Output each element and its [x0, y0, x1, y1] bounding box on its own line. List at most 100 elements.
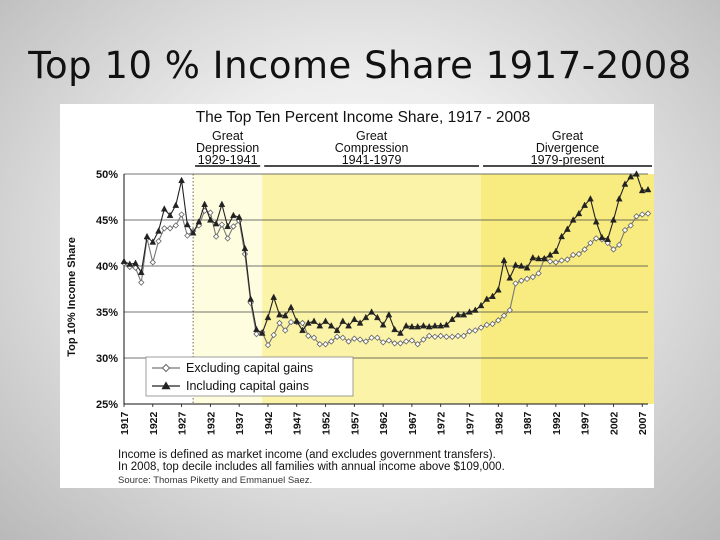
data-point-including-1939: [247, 295, 255, 302]
data-point-including-1957: [350, 315, 358, 322]
data-point-including-1928: [184, 220, 191, 228]
data-point-including-1976: [460, 311, 468, 318]
data-point-excluding-1965: [397, 340, 404, 347]
y-tick-label: 50%: [96, 169, 118, 181]
x-tick-label: 1982: [493, 411, 505, 435]
data-point-excluding-1950: [310, 334, 318, 341]
legend-label-including: Including capital gains: [186, 379, 309, 393]
data-point-excluding-1959: [362, 338, 370, 345]
data-point-excluding-1977: [466, 328, 473, 335]
y-tick-label: 40%: [96, 261, 118, 273]
data-point-including-1980: [483, 295, 491, 302]
data-point-including-1964: [391, 325, 398, 333]
data-point-excluding-1933: [212, 233, 220, 240]
x-tick-label: 1962: [378, 411, 390, 435]
data-point-excluding-2004: [621, 226, 629, 234]
legend-marker-excluding: [161, 363, 171, 373]
data-point-including-2007: [638, 186, 646, 194]
data-point-excluding-1985: [512, 280, 519, 287]
data-point-excluding-1978: [472, 327, 479, 334]
era-label-3-line1: Great: [552, 129, 584, 143]
data-point-including-1992: [552, 247, 560, 254]
data-point-excluding-1993: [558, 257, 565, 264]
data-point-including-2004: [621, 180, 629, 187]
x-tick-label: 2002: [608, 411, 620, 435]
data-point-excluding-1934: [218, 221, 226, 228]
x-tick-label: 1947: [292, 411, 304, 435]
x-tick-label: 1987: [522, 411, 534, 435]
data-point-excluding-1955: [339, 334, 346, 341]
data-point-including-1982: [494, 286, 502, 293]
data-point-excluding-1998: [587, 239, 594, 247]
data-point-excluding-1976: [460, 332, 467, 340]
data-point-excluding-1997: [581, 246, 588, 253]
data-point-including-2000: [598, 233, 606, 241]
data-point-including-1937: [235, 213, 243, 220]
data-point-excluding-1989: [535, 270, 542, 277]
data-point-including-1919: [132, 259, 139, 266]
data-point-excluding-1964: [391, 340, 398, 347]
data-point-including-1946: [287, 303, 295, 310]
data-point-including-1986: [517, 262, 525, 269]
data-point-including-1970: [425, 322, 433, 330]
data-point-excluding-1932: [207, 209, 214, 216]
data-point-including-1958: [356, 319, 364, 326]
data-point-excluding-1982: [495, 317, 502, 324]
note-top-decile-threshold: In 2008, top decile includes all familie…: [118, 461, 505, 473]
slide-title: Top 10 % Income Share 1917-2008: [28, 44, 692, 87]
data-point-including-1997: [581, 201, 588, 208]
data-point-including-1920: [137, 268, 145, 276]
y-tick-label: 25%: [96, 399, 118, 411]
data-point-excluding-1966: [402, 338, 410, 345]
data-point-including-1935: [224, 222, 231, 230]
data-point-including-1936: [230, 211, 237, 218]
note-income-definition: Income is defined as market income (and …: [118, 449, 496, 461]
y-tick-label: 45%: [96, 215, 118, 227]
data-point-including-1963: [385, 311, 393, 318]
data-point-including-1971: [431, 322, 439, 329]
data-point-including-2001: [604, 235, 612, 242]
data-point-including-1947: [293, 317, 301, 324]
data-point-including-1925: [166, 211, 174, 218]
x-tick-label: 2007: [637, 411, 649, 435]
data-point-including-1934: [218, 200, 226, 207]
data-point-including-1969: [420, 322, 427, 329]
data-point-including-1941: [258, 329, 266, 336]
era-label-1-line1: Great: [212, 129, 244, 143]
data-point-including-1961: [374, 313, 381, 321]
data-point-including-1987: [523, 264, 531, 271]
legend-marker-including: [161, 381, 171, 390]
x-tick-label: 1967: [407, 411, 419, 435]
data-point-excluding-2005: [627, 222, 634, 229]
data-point-excluding-1956: [345, 338, 352, 345]
data-point-including-1931: [201, 200, 208, 207]
data-point-excluding-1922: [149, 259, 156, 266]
x-tick-label: 1917: [119, 411, 131, 435]
data-point-including-1930: [195, 218, 203, 225]
data-point-including-1978: [471, 306, 479, 313]
data-point-excluding-1954: [333, 333, 341, 341]
data-point-including-1968: [414, 322, 422, 330]
data-point-including-2002: [610, 216, 617, 223]
y-axis-label: Top 10% Income Share: [66, 237, 78, 357]
data-point-including-1954: [333, 326, 341, 333]
data-point-excluding-1972: [437, 332, 444, 340]
data-point-including-1999: [592, 218, 600, 225]
data-point-excluding-1987: [523, 275, 531, 283]
data-point-including-1974: [448, 315, 456, 322]
data-point-excluding-1994: [564, 256, 571, 263]
chart-svg: The Top Ten Percent Income Share, 1917 -…: [66, 109, 654, 486]
data-point-including-1923: [155, 227, 162, 234]
data-point-excluding-1957: [351, 335, 358, 342]
data-point-excluding-1974: [449, 333, 456, 341]
data-point-including-1962: [379, 321, 387, 328]
data-point-including-1981: [489, 292, 496, 299]
data-point-including-2006: [633, 170, 640, 177]
era-label-3-line2: Divergence: [536, 141, 599, 155]
data-point-including-1938: [241, 244, 249, 252]
data-point-excluding-1967: [408, 337, 416, 344]
chart-title: The Top Ten Percent Income Share, 1917 -…: [196, 109, 531, 126]
data-point-excluding-1961: [374, 334, 381, 341]
data-point-including-1917: [120, 257, 128, 264]
data-point-including-1956: [345, 322, 352, 329]
